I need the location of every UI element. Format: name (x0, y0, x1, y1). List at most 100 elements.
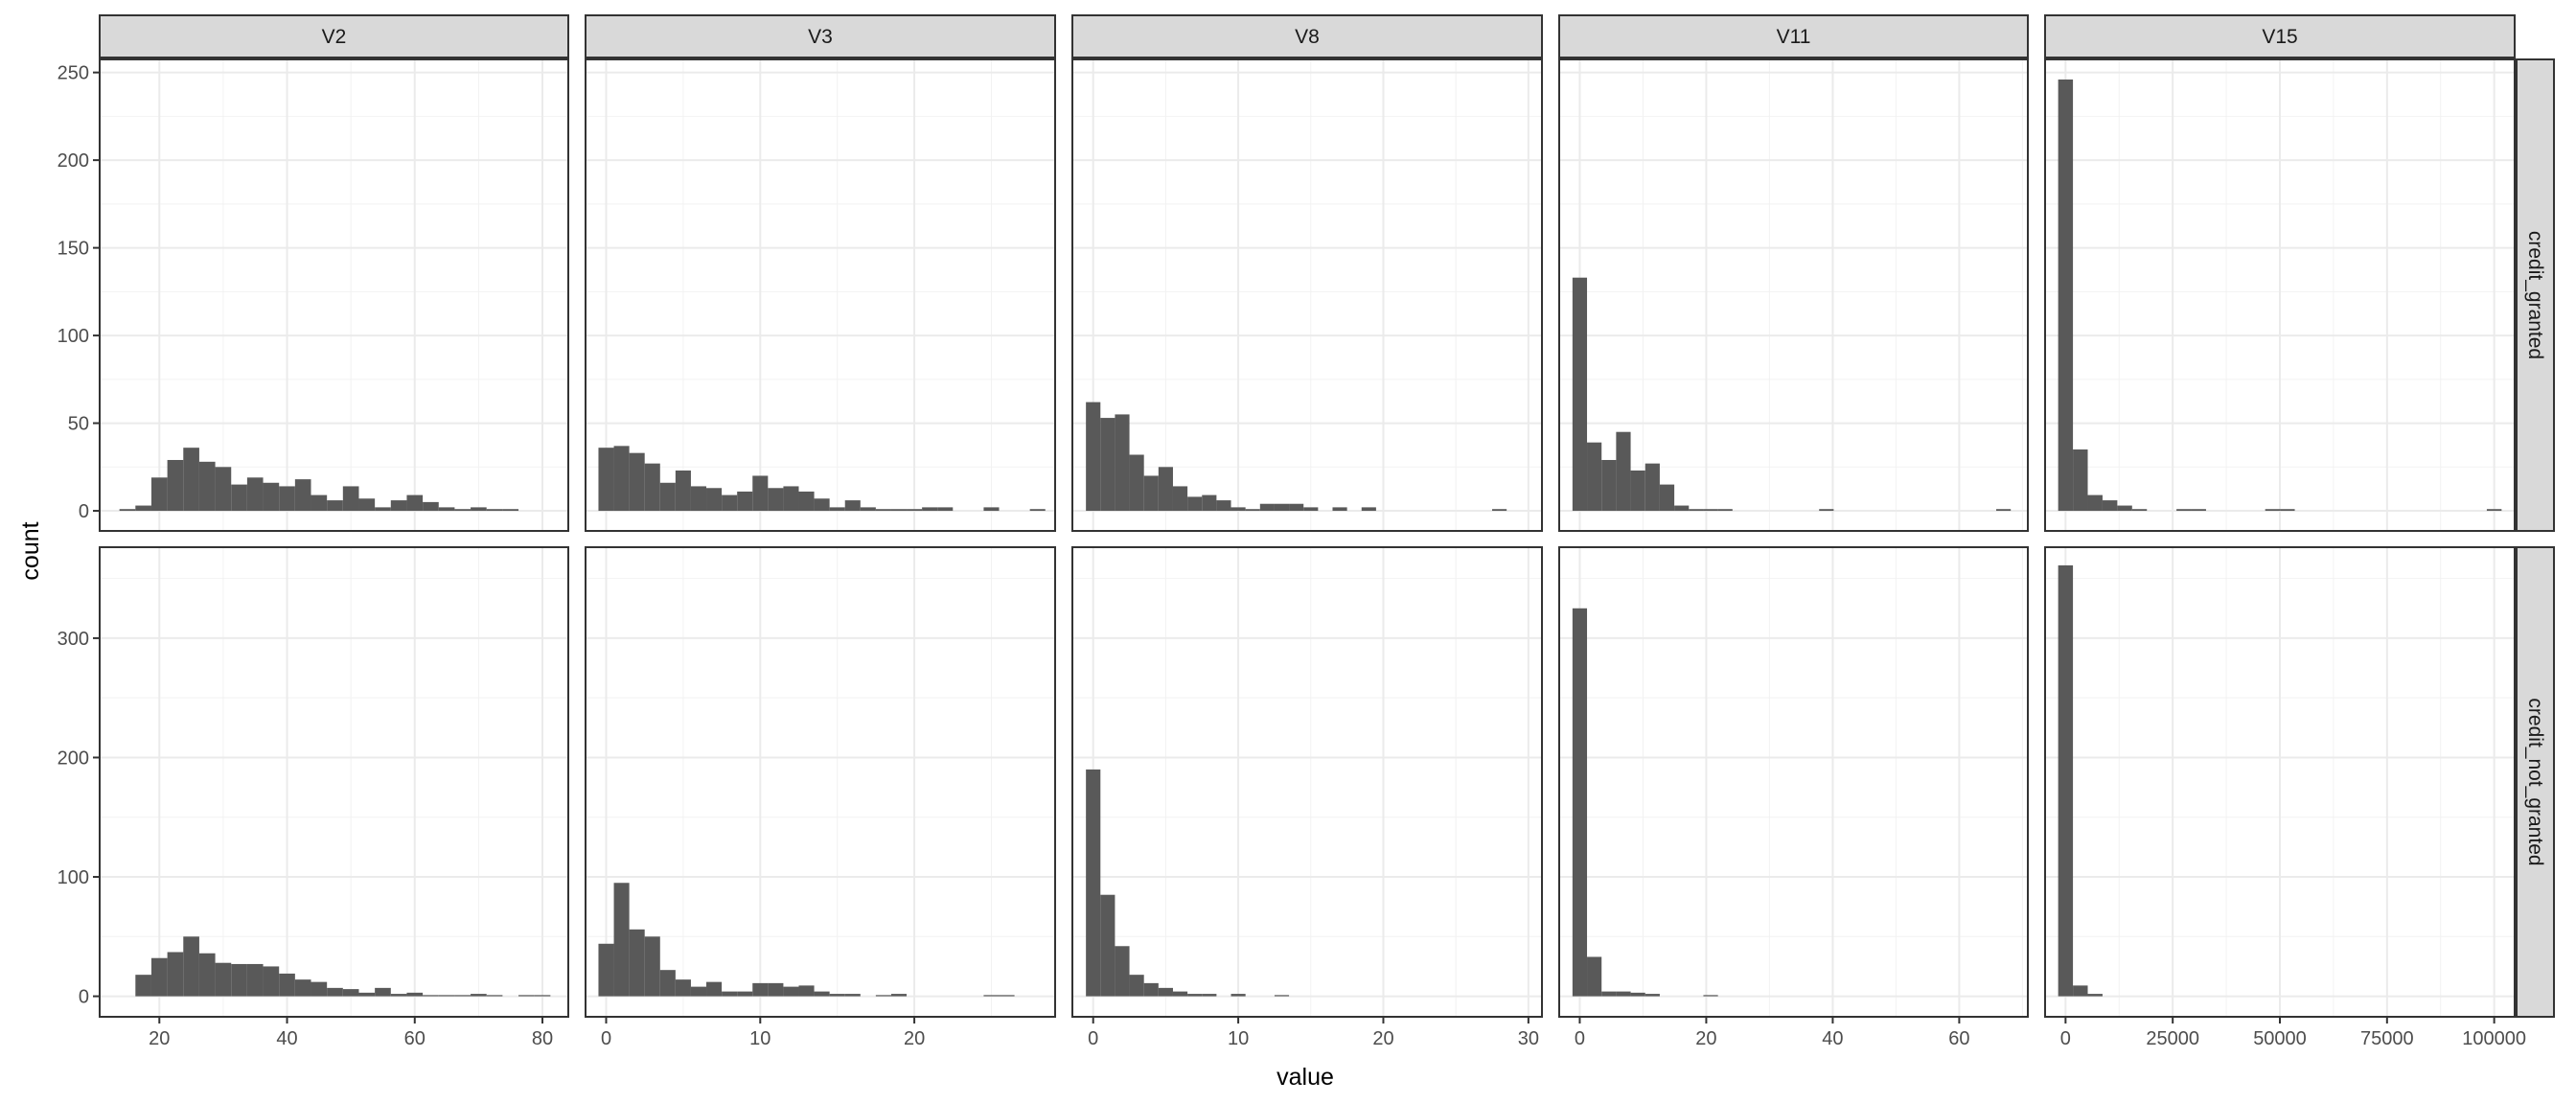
histogram-bar (1572, 608, 1588, 997)
histogram-bar (1703, 995, 1718, 997)
panel-border (1071, 546, 1543, 1018)
histogram-bar (659, 970, 676, 997)
x-tick-label: 0 (1575, 1028, 1585, 1049)
column-strip (99, 14, 569, 58)
panel-border (99, 58, 569, 532)
histogram-bar (983, 507, 1000, 512)
histogram-bar (263, 966, 280, 997)
histogram-bar (752, 475, 769, 512)
histogram-bar (1158, 987, 1173, 997)
histogram-bar (890, 509, 908, 512)
histogram-bar (922, 507, 938, 512)
histogram-bar (722, 494, 738, 512)
panel-background (99, 58, 569, 532)
histogram-bar (875, 995, 891, 997)
histogram-bar (1616, 431, 1631, 512)
histogram-bar (2176, 509, 2192, 512)
histogram-bar (937, 507, 954, 512)
panel-background (1558, 58, 2029, 532)
histogram-bar (1630, 470, 1645, 512)
histogram-bar (390, 500, 407, 512)
histogram-bar (752, 982, 769, 997)
panel-border (585, 58, 1056, 532)
histogram-bar (1289, 503, 1304, 512)
histogram-bar (814, 991, 830, 997)
histogram-bar (598, 943, 614, 997)
histogram-bar (1717, 509, 1733, 512)
histogram-bar (2087, 994, 2103, 997)
histogram-bar (279, 486, 295, 512)
histogram-bar (327, 500, 343, 512)
histogram-bar (2102, 500, 2118, 512)
x-tick-label: 20 (1695, 1028, 1716, 1049)
histogram-bar (231, 484, 247, 512)
x-tick-label: 0 (601, 1028, 611, 1049)
histogram-bar (310, 981, 328, 997)
histogram-bar (471, 994, 487, 997)
histogram-bar (1202, 494, 1217, 512)
x-tick-label: 75000 (2360, 1028, 2414, 1049)
x-tick-label: 100000 (2462, 1028, 2526, 1049)
histogram-bar (706, 488, 723, 512)
panel-background (1071, 546, 1543, 1018)
histogram-bar (310, 494, 328, 512)
y-tick-label: 50 (68, 414, 89, 435)
frame-layer (99, 58, 2516, 1018)
y-tick-label: 0 (79, 501, 89, 522)
histogram-bar (198, 953, 216, 997)
histogram-bar (486, 995, 503, 997)
histogram-bar (983, 995, 1000, 997)
histogram-bar (471, 507, 487, 512)
row-strip-label: credit_not_granted (2524, 698, 2546, 865)
histogram-bar (613, 446, 630, 512)
histogram-bar (629, 452, 645, 512)
x-tick-label: 40 (276, 1028, 297, 1049)
histogram-bar (829, 994, 845, 997)
histogram-bar (1172, 991, 1188, 997)
x-tick-label: 10 (749, 1028, 770, 1049)
histogram-bar (1216, 500, 1231, 512)
x-tick-label: 50000 (2253, 1028, 2307, 1049)
histogram-bar (2073, 449, 2088, 512)
histogram-bar (2280, 509, 2295, 512)
histogram-bar (438, 995, 455, 997)
histogram-bar (375, 507, 391, 512)
histogram-bar (279, 973, 295, 997)
panel-border (585, 546, 1056, 1018)
histogram-bar (2087, 494, 2103, 512)
histogram-bar (1644, 994, 1660, 997)
column-strip (585, 14, 1056, 58)
histogram-bar (246, 477, 264, 512)
histogram-bar (768, 488, 784, 512)
histogram-bar (1115, 946, 1130, 997)
histogram-bar (1029, 509, 1046, 512)
y-tick-label: 100 (58, 867, 89, 888)
histogram-bar (907, 509, 923, 512)
bars-layer (119, 79, 2502, 997)
histogram-bar (375, 987, 391, 997)
x-tick-label: 60 (1948, 1028, 1969, 1049)
histogram-bar (150, 477, 168, 512)
histogram-bar (598, 448, 614, 512)
histogram-bar (1587, 442, 1602, 512)
histogram-bar (2131, 509, 2148, 512)
histogram-bar (135, 975, 151, 997)
histogram-bar (518, 995, 535, 997)
histogram-bar (1129, 454, 1144, 512)
histogram-bar (675, 470, 691, 512)
histogram-bar (423, 995, 439, 997)
histogram-bar (1086, 402, 1101, 512)
histogram-bar (1230, 507, 1246, 512)
histogram-bar (1143, 982, 1159, 997)
histogram-bar (294, 479, 311, 512)
histogram-bar (246, 963, 264, 997)
histogram-bar (1703, 509, 1718, 512)
x-tick-label: 20 (1372, 1028, 1393, 1049)
histogram-bar (1644, 463, 1660, 512)
histogram-bar (737, 991, 753, 997)
histogram-bar (1601, 459, 1617, 512)
histogram-bar (1587, 956, 1602, 997)
panel-background (585, 546, 1056, 1018)
x-tick-label: 10 (1228, 1028, 1249, 1049)
